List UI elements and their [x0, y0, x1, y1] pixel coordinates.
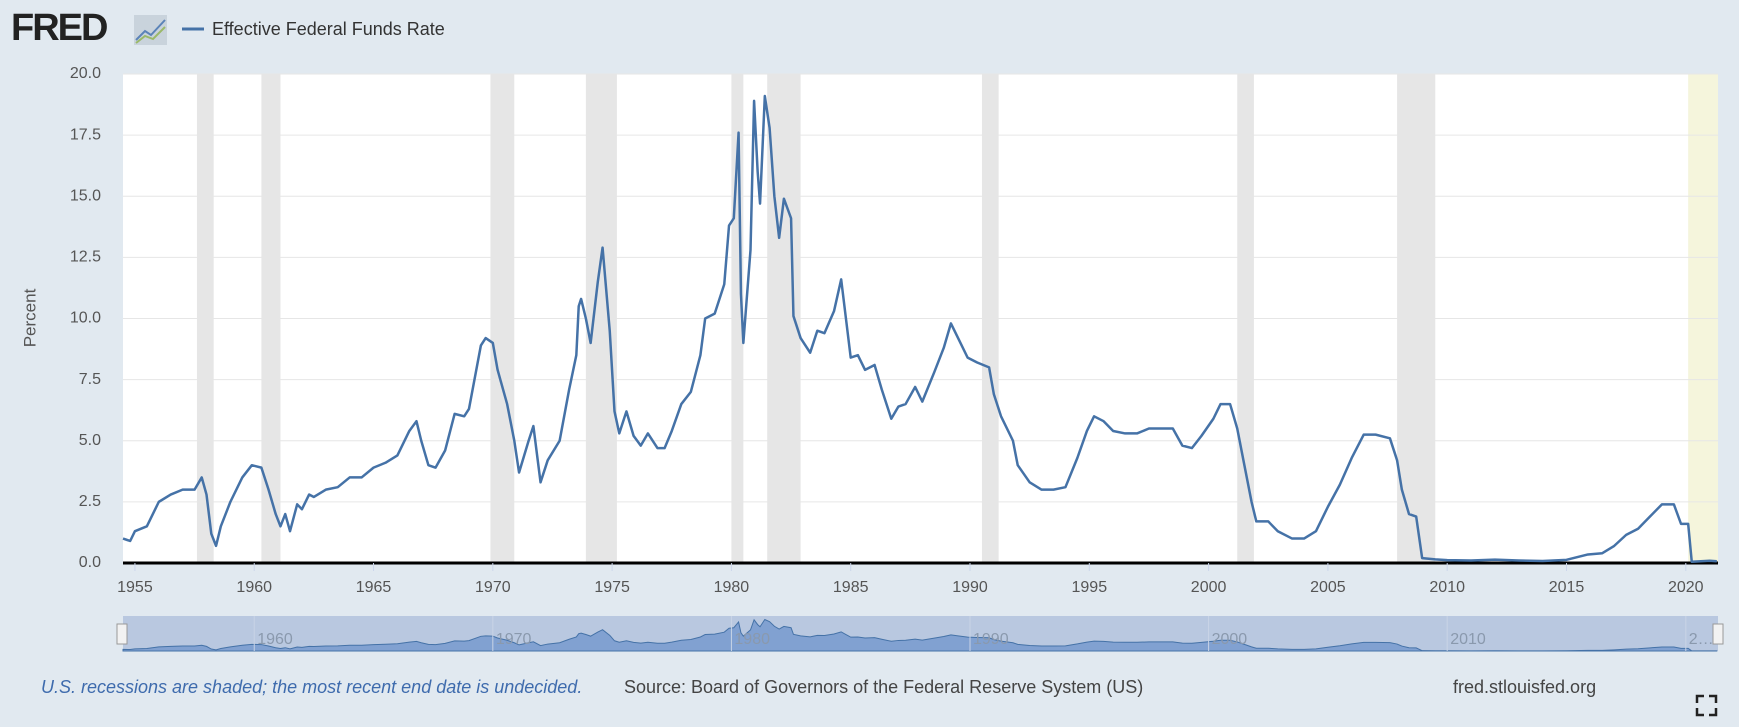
x-tick-label: 2010 [1429, 579, 1465, 596]
navigator-tick-label: 2… [1689, 631, 1714, 648]
x-tick-label: 2005 [1310, 579, 1346, 596]
x-tick-label: 2000 [1191, 579, 1227, 596]
x-tick-label: 1970 [475, 579, 511, 596]
fullscreen-button[interactable] [1695, 694, 1718, 717]
navigator-area [122, 618, 1718, 652]
x-tick-label: 2015 [1549, 579, 1585, 596]
x-tick-label: 1965 [356, 579, 392, 596]
logo-icon [134, 15, 167, 45]
y-tick-label: 12.5 [70, 249, 101, 266]
x-tick-label: 1980 [714, 579, 750, 596]
x-tick-label: 1990 [952, 579, 988, 596]
navigator-content: 1960 1970 1980 1990 2000 2010 2… [122, 616, 1718, 652]
recession-note: U.S. recessions are shaded; the most rec… [41, 677, 582, 697]
navigator-handle-left[interactable] [116, 623, 128, 645]
x-tick-label: 1985 [833, 579, 869, 596]
series-line [122, 94, 1717, 564]
y-tick-label: 17.5 [70, 126, 101, 143]
plot [122, 94, 1717, 564]
website[interactable]: fred.stlouisfed.org [1453, 677, 1596, 697]
navigator-tick-label: 1960 [257, 631, 293, 648]
y-tick-label: 5.0 [79, 432, 101, 449]
navigator-tick-label: 2010 [1450, 631, 1486, 648]
x-tick-label: 1955 [117, 579, 153, 596]
x-tick-label: 2020 [1668, 579, 1704, 596]
navigator-tick-label: 1990 [973, 631, 1009, 648]
y-tick-label: 2.5 [79, 493, 101, 510]
x-tick-label: 1995 [1072, 579, 1108, 596]
logo[interactable]: FRED [11, 7, 109, 49]
navigator-handle-right[interactable] [1712, 623, 1724, 645]
y-tick-label: 15.0 [70, 187, 101, 204]
navigator-tick-label: 2000 [1212, 631, 1248, 648]
source: Source: Board of Governors of the Federa… [624, 677, 1143, 697]
navigator-tick-label: 1980 [734, 631, 770, 648]
navigator-tick-label: 1970 [496, 631, 532, 648]
y-tick-label: 20.0 [70, 65, 101, 82]
y-tick-label: 7.5 [79, 371, 101, 388]
y-tick-label: 10.0 [70, 310, 101, 327]
x-tick-label: 1960 [236, 579, 272, 596]
y-axis-label: Percent [20, 288, 39, 347]
x-tick-label: 1975 [594, 579, 630, 596]
y-tick-label: 0.0 [79, 554, 101, 571]
legend-label[interactable]: Effective Federal Funds Rate [212, 19, 445, 39]
grid: 0.0 2.5 5.0 7.5 10.0 12.5 15.0 17.5 20.0 1955 1960… [70, 65, 1718, 596]
